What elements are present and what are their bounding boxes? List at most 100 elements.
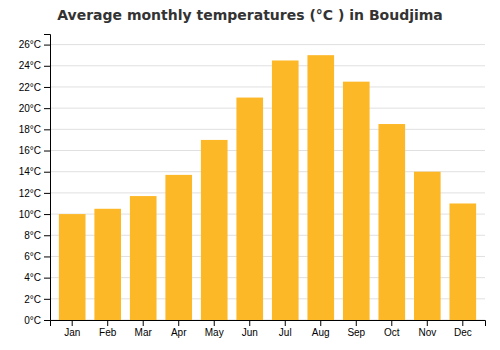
- y-tick: 20°C: [19, 103, 50, 114]
- y-tick: 4°C: [24, 272, 50, 283]
- y-tick: 22°C: [19, 82, 50, 93]
- y-tick: 24°C: [19, 60, 50, 71]
- y-tick-label: 16°C: [19, 145, 41, 156]
- bar: [94, 209, 121, 320]
- y-tick: 0°C: [24, 315, 50, 326]
- bar: [130, 196, 157, 320]
- x-tick-mark: [143, 320, 144, 326]
- y-tick-mark: [44, 193, 50, 194]
- x-tick-label: Dec: [454, 327, 472, 338]
- grid: [50, 45, 485, 320]
- y-tick: 8°C: [24, 230, 50, 241]
- chart: 0°C 2°C 4°C 6°C 8°C 10°C 12°C 14°C 16°C 18°C 20°C 2…: [0, 0, 500, 350]
- x-tick-label: Jun: [242, 327, 258, 338]
- x-tick-label: Feb: [99, 327, 117, 338]
- bar: [165, 175, 192, 320]
- bar: [272, 60, 299, 320]
- x-tick-mark: [320, 320, 321, 326]
- title: Average monthly temperatures (°C ) in Bo…: [57, 7, 443, 23]
- grid-line: [50, 44, 485, 45]
- x-tick-mark: [249, 320, 250, 326]
- y-tick-mark: [44, 45, 50, 46]
- x-tick: Sep: [347, 320, 365, 338]
- y-tick-mark: [44, 87, 50, 88]
- y-tick-mark: [44, 235, 50, 236]
- y-tick-label: 26°C: [19, 39, 41, 50]
- y-tick-label: 8°C: [24, 230, 41, 241]
- y-tick-label: 24°C: [19, 60, 41, 71]
- x-tick-mark: [462, 320, 463, 326]
- x-tick-label: Aug: [312, 327, 330, 338]
- x-axis: Jan Feb Mar Apr May Jun Jul Aug Sep Oct Nov Dec: [51, 320, 486, 338]
- x-tick: Jun: [242, 320, 258, 338]
- y-tick-mark: [44, 214, 50, 215]
- x-tick-mark: [427, 320, 428, 326]
- y-tick: 12°C: [19, 188, 50, 199]
- x-tick-label: Jul: [279, 327, 292, 338]
- y-tick-mark: [44, 299, 50, 300]
- x-tick: Aug: [312, 320, 330, 338]
- x-tick-mark: [214, 320, 215, 326]
- bar: [343, 82, 370, 320]
- x-tick-label: Mar: [135, 327, 153, 338]
- x-tick-mark: [72, 320, 73, 326]
- y-tick-mark: [44, 108, 50, 109]
- x-tick: Feb: [99, 320, 117, 338]
- x-tick: Mar: [135, 320, 153, 338]
- y-tick-mark: [44, 278, 50, 279]
- y-tick-mark: [44, 320, 50, 321]
- y-tick-label: 18°C: [19, 124, 41, 135]
- y-axis-line: [44, 35, 51, 321]
- y-tick: 18°C: [19, 124, 50, 135]
- x-tick-mark: [391, 320, 392, 326]
- bar: [201, 140, 228, 320]
- grid-line: [50, 65, 485, 66]
- grid-line: [50, 150, 485, 151]
- x-tick-label: Apr: [171, 327, 187, 338]
- x-tick-label: May: [205, 327, 224, 338]
- bar: [378, 124, 405, 320]
- x-tick: Jul: [279, 320, 292, 338]
- plot: 0°C 2°C 4°C 6°C 8°C 10°C 12°C 14°C 16°C 18°C 20°C 2…: [19, 35, 486, 339]
- y-tick-label: 0°C: [24, 315, 41, 326]
- y-tick-mark: [44, 172, 50, 173]
- x-tick-label: Sep: [347, 327, 365, 338]
- y-tick: 10°C: [19, 209, 50, 220]
- x-tick-mark: [107, 320, 108, 326]
- y-tick-label: 22°C: [19, 82, 41, 93]
- bar: [449, 203, 476, 320]
- bar: [236, 98, 263, 320]
- y-tick: 16°C: [19, 145, 50, 156]
- y-tick-label: 2°C: [24, 294, 41, 305]
- x-tick-mark: [356, 320, 357, 326]
- grid-line: [50, 86, 485, 87]
- grid-line: [50, 129, 485, 130]
- x-tick-mark: [285, 320, 286, 326]
- x-tick-label: Nov: [418, 327, 436, 338]
- x-axis-line: [51, 321, 486, 327]
- y-tick-label: 4°C: [24, 272, 41, 283]
- x-tick: Jan: [64, 320, 80, 338]
- bar: [59, 214, 86, 320]
- y-tick: 14°C: [19, 166, 50, 177]
- y-tick: 6°C: [24, 251, 50, 262]
- y-tick-label: 12°C: [19, 188, 41, 199]
- x-tick-mark: [178, 320, 179, 326]
- bars: [59, 55, 476, 320]
- x-tick-label: Jan: [64, 327, 80, 338]
- y-tick-mark: [44, 129, 50, 130]
- y-tick: 2°C: [24, 294, 50, 305]
- y-tick-mark: [44, 66, 50, 67]
- y-axis: 0°C 2°C 4°C 6°C 8°C 10°C 12°C 14°C 16°C 18°C 20°C 2…: [19, 35, 51, 326]
- grid-line: [50, 108, 485, 109]
- x-tick: Dec: [454, 320, 472, 338]
- y-tick: 26°C: [19, 39, 50, 50]
- x-tick: Oct: [384, 320, 400, 338]
- y-tick-label: 10°C: [19, 209, 41, 220]
- x-tick: Apr: [171, 320, 187, 338]
- y-tick-mark: [44, 151, 50, 152]
- x-tick: Nov: [418, 320, 436, 338]
- y-tick-label: 20°C: [19, 103, 41, 114]
- y-tick-label: 14°C: [19, 166, 41, 177]
- bar: [414, 172, 441, 320]
